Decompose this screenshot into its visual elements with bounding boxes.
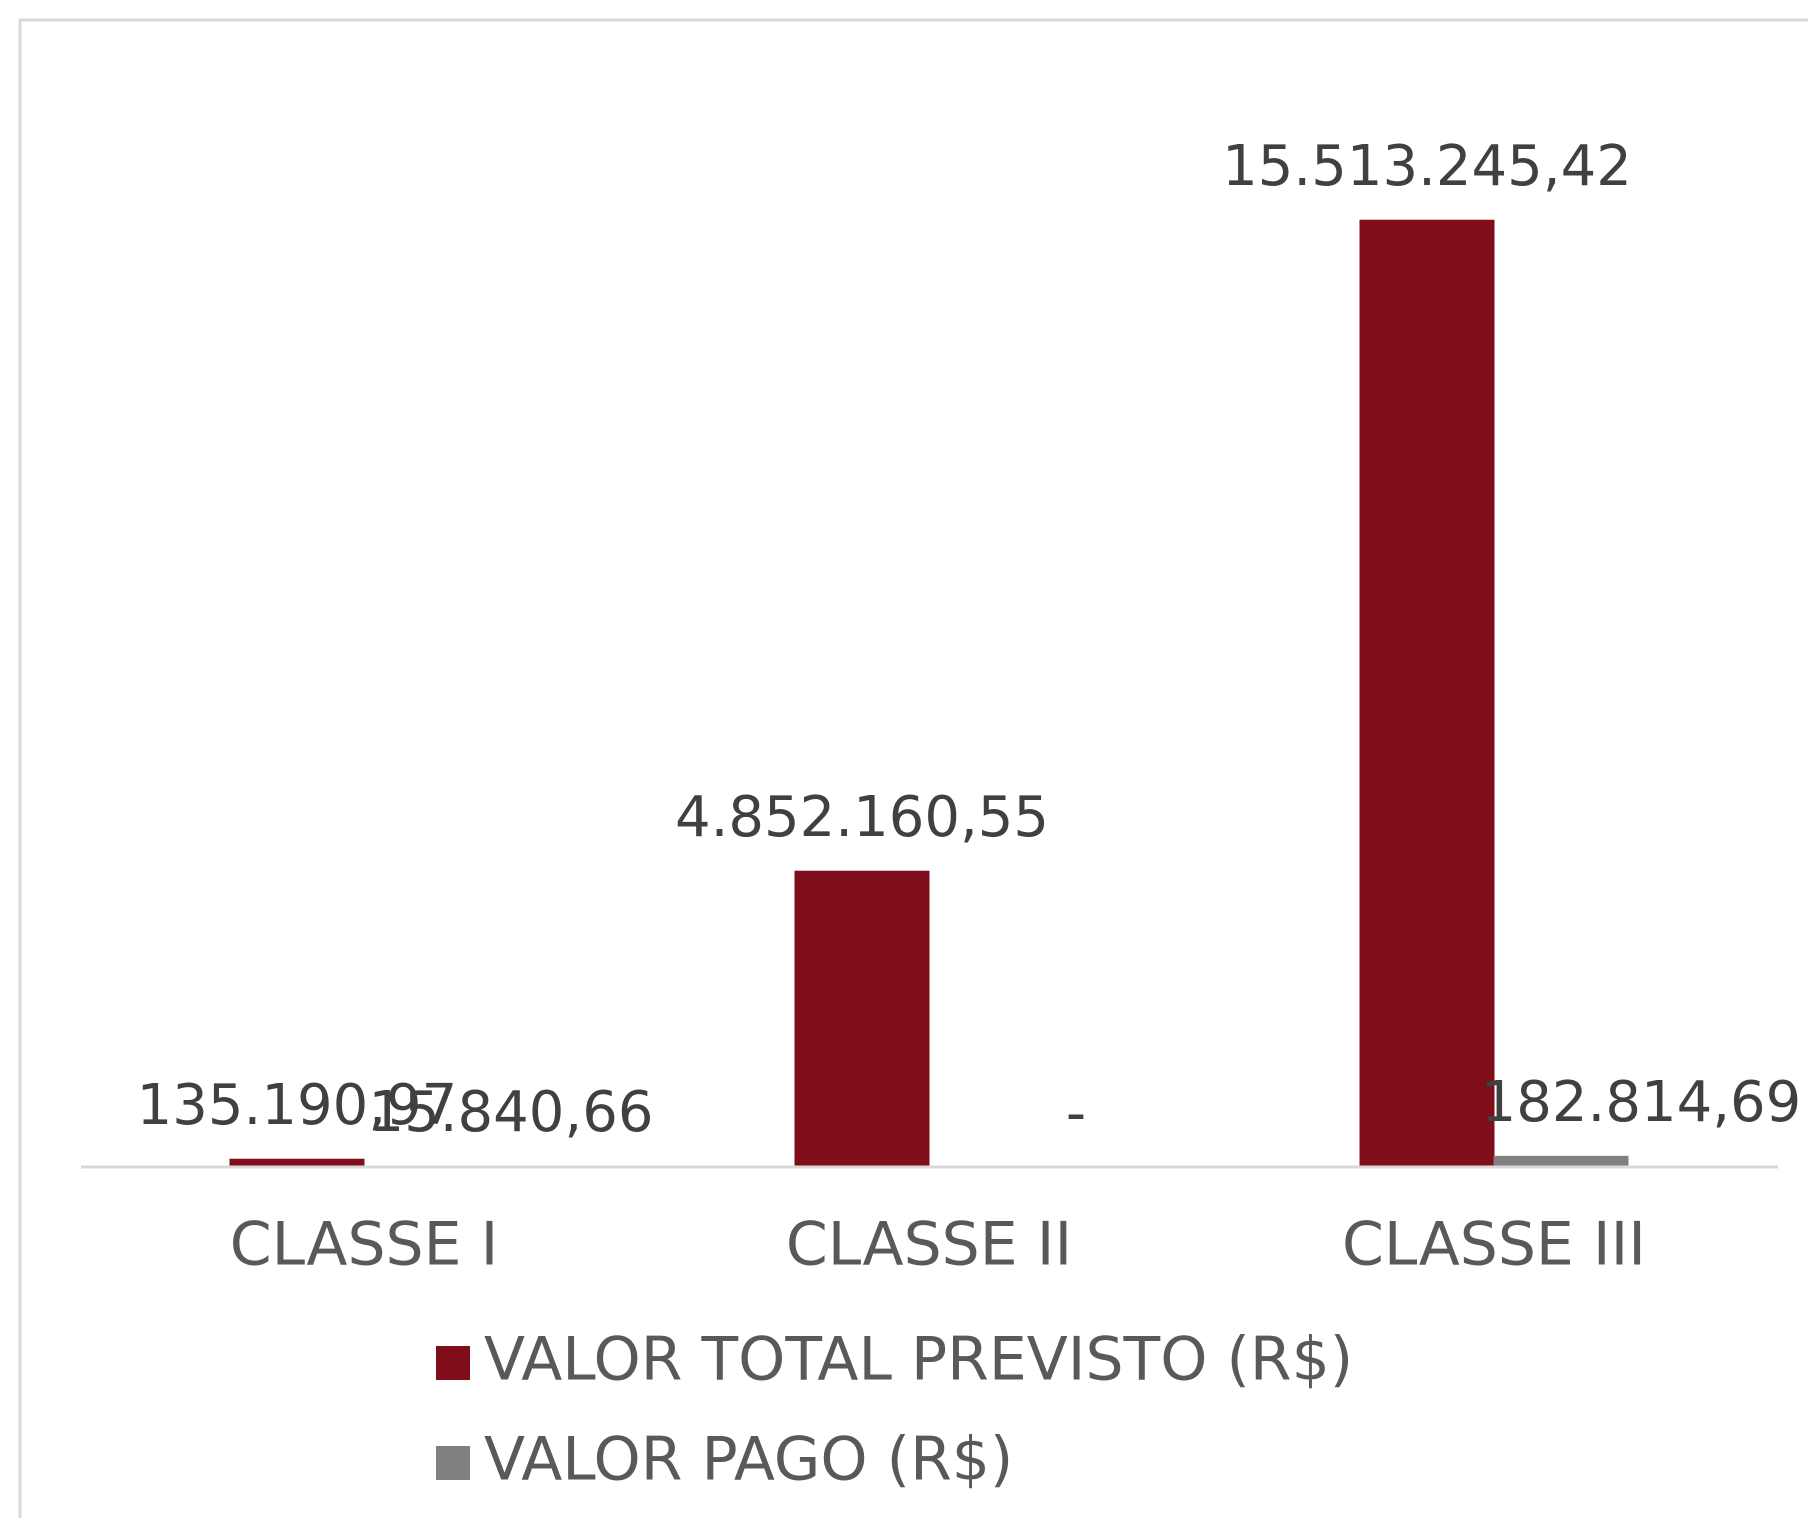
legend-swatch <box>436 1346 470 1380</box>
x-tick-label: CLASSE III <box>1342 1210 1646 1280</box>
data-label: 182.814,69 <box>1481 1070 1802 1135</box>
legend-label: VALOR TOTAL PREVISTO (R$) <box>484 1325 1353 1395</box>
bar <box>794 870 930 1167</box>
chart-border <box>18 18 1808 1518</box>
legend-label: VALOR PAGO (R$) <box>484 1425 1013 1495</box>
legend-swatch <box>436 1446 470 1480</box>
data-label: 15.513.245,42 <box>1222 134 1632 199</box>
x-tick-label: CLASSE I <box>230 1210 499 1280</box>
data-label: 15.840,66 <box>368 1080 653 1145</box>
data-label: 4.852.160,55 <box>675 785 1049 850</box>
bar <box>1359 219 1495 1167</box>
bar <box>229 1158 365 1167</box>
data-label: - <box>1066 1081 1086 1146</box>
bar <box>1493 1155 1629 1167</box>
data-label: 135.190,97 <box>137 1073 458 1138</box>
x-tick-label: CLASSE II <box>786 1210 1072 1280</box>
